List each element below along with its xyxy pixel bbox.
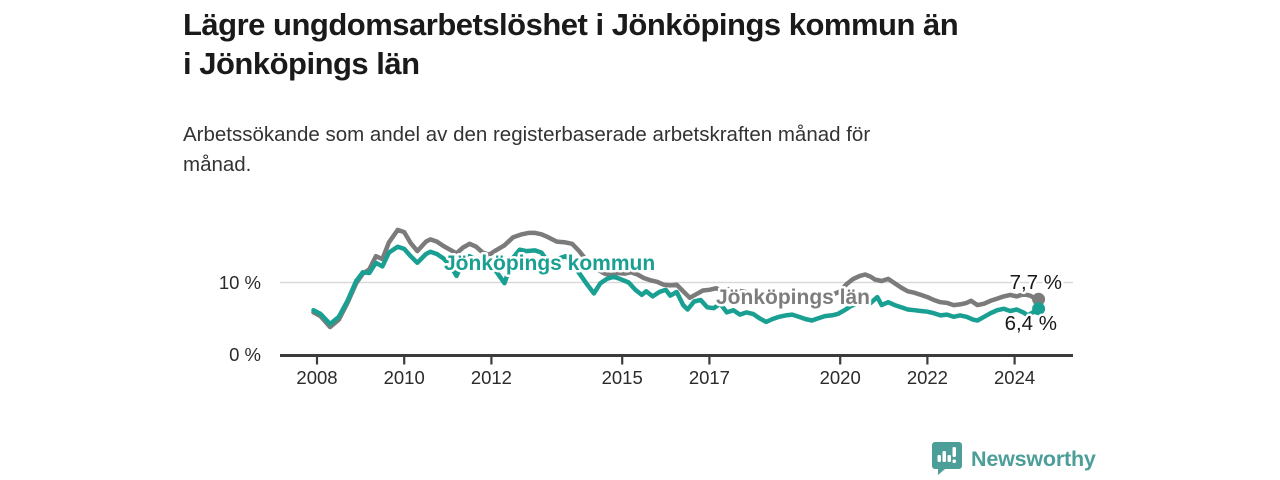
series-line-0 xyxy=(311,227,1041,330)
chart-title: Lägre ungdomsarbetslöshet i Jönköpings k… xyxy=(183,7,959,81)
end-value-label-kommun: 6,4 % xyxy=(1005,312,1057,335)
end-value-label-lan: 7,7 % xyxy=(1010,271,1062,294)
newsworthy-logo: Newsworthy xyxy=(932,442,1096,476)
x-axis-tick-label: 2022 xyxy=(907,367,948,388)
bar-chart-speech-bubble-icon xyxy=(932,442,962,475)
chart-subtitle: Arbetssökande som andel av den registerb… xyxy=(183,123,871,176)
series-line-1 xyxy=(311,244,1041,327)
series-end-dot-0 xyxy=(1032,292,1046,306)
series-label-kommun: Jönköpings kommun xyxy=(444,252,655,275)
y-tick-label-10: 10 % xyxy=(219,272,261,293)
x-axis-tick-label: 2010 xyxy=(384,367,425,388)
series-lines xyxy=(311,227,1041,330)
x-axis-tick-label: 2020 xyxy=(820,367,861,388)
unemployment-line-chart: 2008 2010 2012 2015 2017 2020 2022 2024 0 % 10 … xyxy=(219,227,1073,388)
x-axis-tick-label: 2024 xyxy=(994,367,1035,388)
series-end-dot-1 xyxy=(1032,302,1046,316)
x-axis-tick-label: 2017 xyxy=(689,367,730,388)
x-axis-tick-label: 2008 xyxy=(296,367,337,388)
series-label-lan: Jönköpings län xyxy=(716,286,870,309)
x-axis-ticks: 2008 2010 2012 2015 2017 2020 2022 2024 xyxy=(296,355,1035,388)
series-end-dots xyxy=(1032,292,1046,316)
x-axis-tick-label: 2012 xyxy=(471,367,512,388)
x-axis-tick-label: 2015 xyxy=(602,367,643,388)
brand-name: Newsworthy xyxy=(971,446,1096,471)
y-tick-label-0: 0 % xyxy=(229,344,261,365)
